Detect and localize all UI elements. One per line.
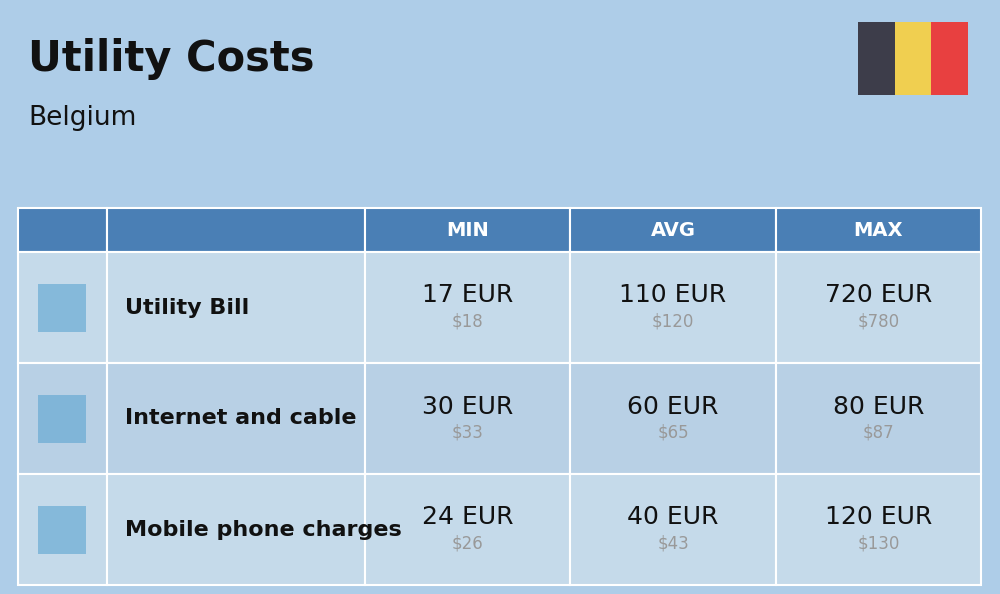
Bar [38,283,86,331]
Bar [18,208,107,252]
Text: $33: $33 [452,424,484,441]
Text: 30 EUR: 30 EUR [422,394,513,419]
Text: 60 EUR: 60 EUR [627,394,719,419]
Text: $130: $130 [857,535,900,552]
Bar [365,474,570,585]
Bar [365,208,570,252]
Text: 17 EUR: 17 EUR [422,283,513,308]
Bar [570,208,776,252]
Bar [38,505,86,554]
Bar [931,22,968,95]
Bar [858,22,895,95]
Bar [18,252,107,363]
Text: 720 EUR: 720 EUR [825,283,932,308]
Bar [776,474,981,585]
Text: AVG: AVG [651,220,696,239]
Bar [570,363,776,474]
Text: $120: $120 [652,312,694,330]
Bar [776,252,981,363]
Text: $18: $18 [452,312,484,330]
Text: $65: $65 [657,424,689,441]
Bar [365,252,570,363]
Text: Internet and cable: Internet and cable [125,409,356,428]
Bar [18,474,107,585]
Text: $87: $87 [863,424,894,441]
Text: $43: $43 [657,535,689,552]
Bar [107,208,365,252]
Bar [776,208,981,252]
Text: MAX: MAX [854,220,903,239]
Text: 80 EUR: 80 EUR [833,394,924,419]
Bar [107,474,365,585]
Text: 110 EUR: 110 EUR [619,283,727,308]
Bar [570,474,776,585]
Text: Utility Costs: Utility Costs [28,38,314,80]
Text: Mobile phone charges: Mobile phone charges [125,520,401,539]
Bar [776,363,981,474]
Bar [107,252,365,363]
Text: Utility Bill: Utility Bill [125,298,249,318]
Bar [38,394,86,443]
Bar [895,22,931,95]
Bar [570,252,776,363]
Bar [18,363,107,474]
Text: 24 EUR: 24 EUR [422,505,513,529]
Text: 120 EUR: 120 EUR [825,505,932,529]
Text: $780: $780 [857,312,899,330]
Text: $26: $26 [452,535,484,552]
Text: 40 EUR: 40 EUR [627,505,719,529]
Bar [365,363,570,474]
Text: Belgium: Belgium [28,105,136,131]
Bar [107,363,365,474]
Text: MIN: MIN [446,220,489,239]
